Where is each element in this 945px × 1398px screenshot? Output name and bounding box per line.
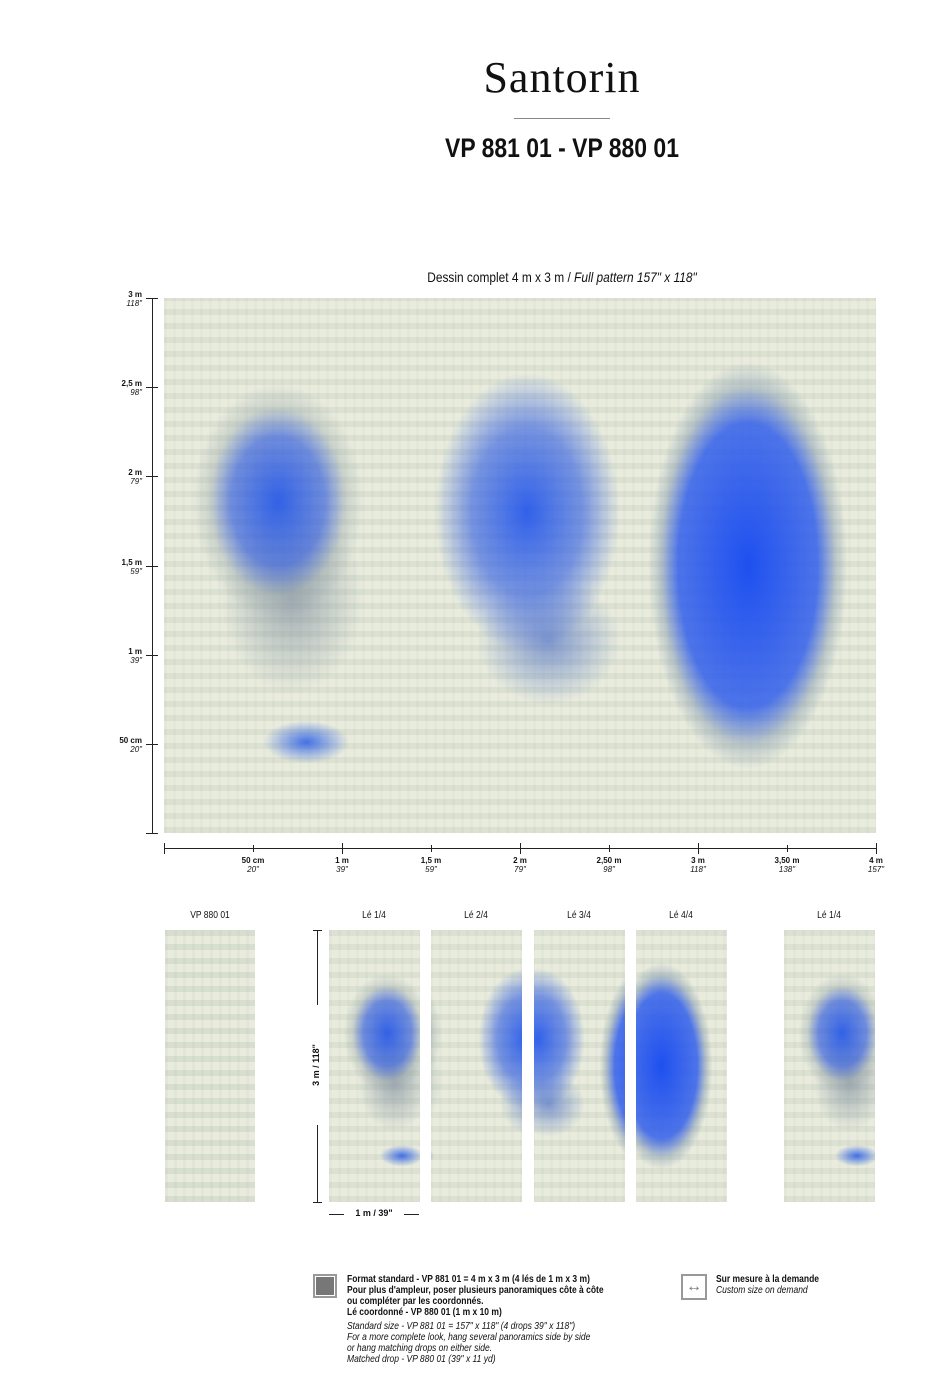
custom-fr: Sur mesure à la demande xyxy=(716,1274,819,1285)
axis-tick xyxy=(146,476,158,478)
legend-line: For a more complete look, hang several p… xyxy=(347,1332,591,1343)
page-title: Santorin xyxy=(483,53,641,102)
axis-tick xyxy=(876,843,877,854)
axis-tick xyxy=(146,387,158,389)
axis-tick xyxy=(520,843,521,854)
legend-line: or hang matching drops on either side. xyxy=(347,1343,493,1354)
axis-tick xyxy=(253,845,254,852)
axis-tick-label: 3 m 118" xyxy=(690,856,706,874)
legend-standard: Format standard - VP 881 01 = 4 m x 3 m … xyxy=(347,1274,628,1365)
legend-custom: Sur mesure à la demande Custom size on d… xyxy=(716,1274,886,1296)
axis-tick xyxy=(431,845,432,852)
panel-label: VP 880 01 xyxy=(190,910,230,921)
axis-tick xyxy=(146,565,158,567)
axis-tick-label: 3 m 118" xyxy=(126,290,142,308)
axis-tick xyxy=(313,1202,322,1203)
axis-tick-label: 1,5 m 59" xyxy=(420,856,442,874)
caption-fr: Dessin complet 4 m x 3 m / xyxy=(427,269,575,285)
axis-tick xyxy=(146,654,158,656)
full-pattern-image xyxy=(164,298,876,833)
axis-tick-label: 2 m 79" xyxy=(128,468,142,487)
axis-tick-label: 2 m 79" xyxy=(513,856,527,874)
legend-line: Matched drop - VP 880 01 (39" x 11 yd) xyxy=(347,1354,496,1365)
axis-tick xyxy=(313,930,322,931)
legend-line: ou compléter par les coordonnés. xyxy=(347,1296,484,1307)
axis-tick-label: 4 m 157" xyxy=(867,856,885,874)
drop-panel xyxy=(431,930,522,1202)
panel-label: Lé 4/4 xyxy=(669,910,693,921)
axis-tick xyxy=(146,833,158,834)
pattern-caption: Dessin complet 4 m x 3 m / Full pattern … xyxy=(84,269,945,285)
divider xyxy=(514,118,610,119)
width-label: 1 m / 39" xyxy=(344,1208,404,1218)
legend-line: Lé coordonné - VP 880 01 (1 m x 10 m) xyxy=(347,1307,502,1318)
axis-tick xyxy=(698,843,699,854)
panel-label: Lé 2/4 xyxy=(464,910,488,921)
axis-tick xyxy=(164,843,165,854)
drop-panel xyxy=(534,930,625,1202)
axis-tick-label: 1,5 m 59" xyxy=(121,557,142,576)
resize-arrows-icon: ↔ xyxy=(681,1274,707,1300)
coordinated-drop-panel xyxy=(165,930,255,1202)
panel-label: Lé 1/4 xyxy=(362,910,386,921)
axis-tick xyxy=(787,845,788,852)
product-reference: VP 881 01 - VP 880 01 xyxy=(445,133,679,163)
axis-tick-label: 50 cm 20" xyxy=(241,856,265,874)
panel-label: Lé 1/4 xyxy=(817,910,841,921)
legend-line: Format standard - VP 881 01 = 4 m x 3 m … xyxy=(347,1274,590,1285)
drop-panel xyxy=(636,930,727,1202)
axis-tick-label: 50 cm 20" xyxy=(119,735,142,754)
axis-tick-label: 3,50 m 138" xyxy=(774,856,800,874)
axis-tick-label: 1 m 39" xyxy=(128,646,142,665)
axis-tick xyxy=(146,743,158,745)
axis-tick-label: 1 m 39" xyxy=(335,856,349,874)
panel-label: Lé 3/4 xyxy=(567,910,591,921)
custom-en: Custom size on demand xyxy=(716,1285,808,1296)
height-label: 3 m / 118" xyxy=(311,1005,321,1125)
axis-tick-label: 2,5 m 98" xyxy=(121,379,142,398)
drop-panel xyxy=(329,930,420,1202)
axis-tick xyxy=(342,843,343,854)
drop-panel xyxy=(784,930,875,1202)
axis-tick xyxy=(146,298,158,299)
filled-square-icon xyxy=(313,1274,337,1298)
axis-tick-label: 2,50 m 98" xyxy=(596,856,622,874)
legend-line: Standard size - VP 881 01 = 157" x 118" … xyxy=(347,1321,576,1332)
axis-tick xyxy=(609,845,610,852)
caption-en: Full pattern 157" x 118" xyxy=(574,269,697,285)
legend-line: Pour plus d'ampleur, poser plusieurs pan… xyxy=(347,1285,604,1296)
